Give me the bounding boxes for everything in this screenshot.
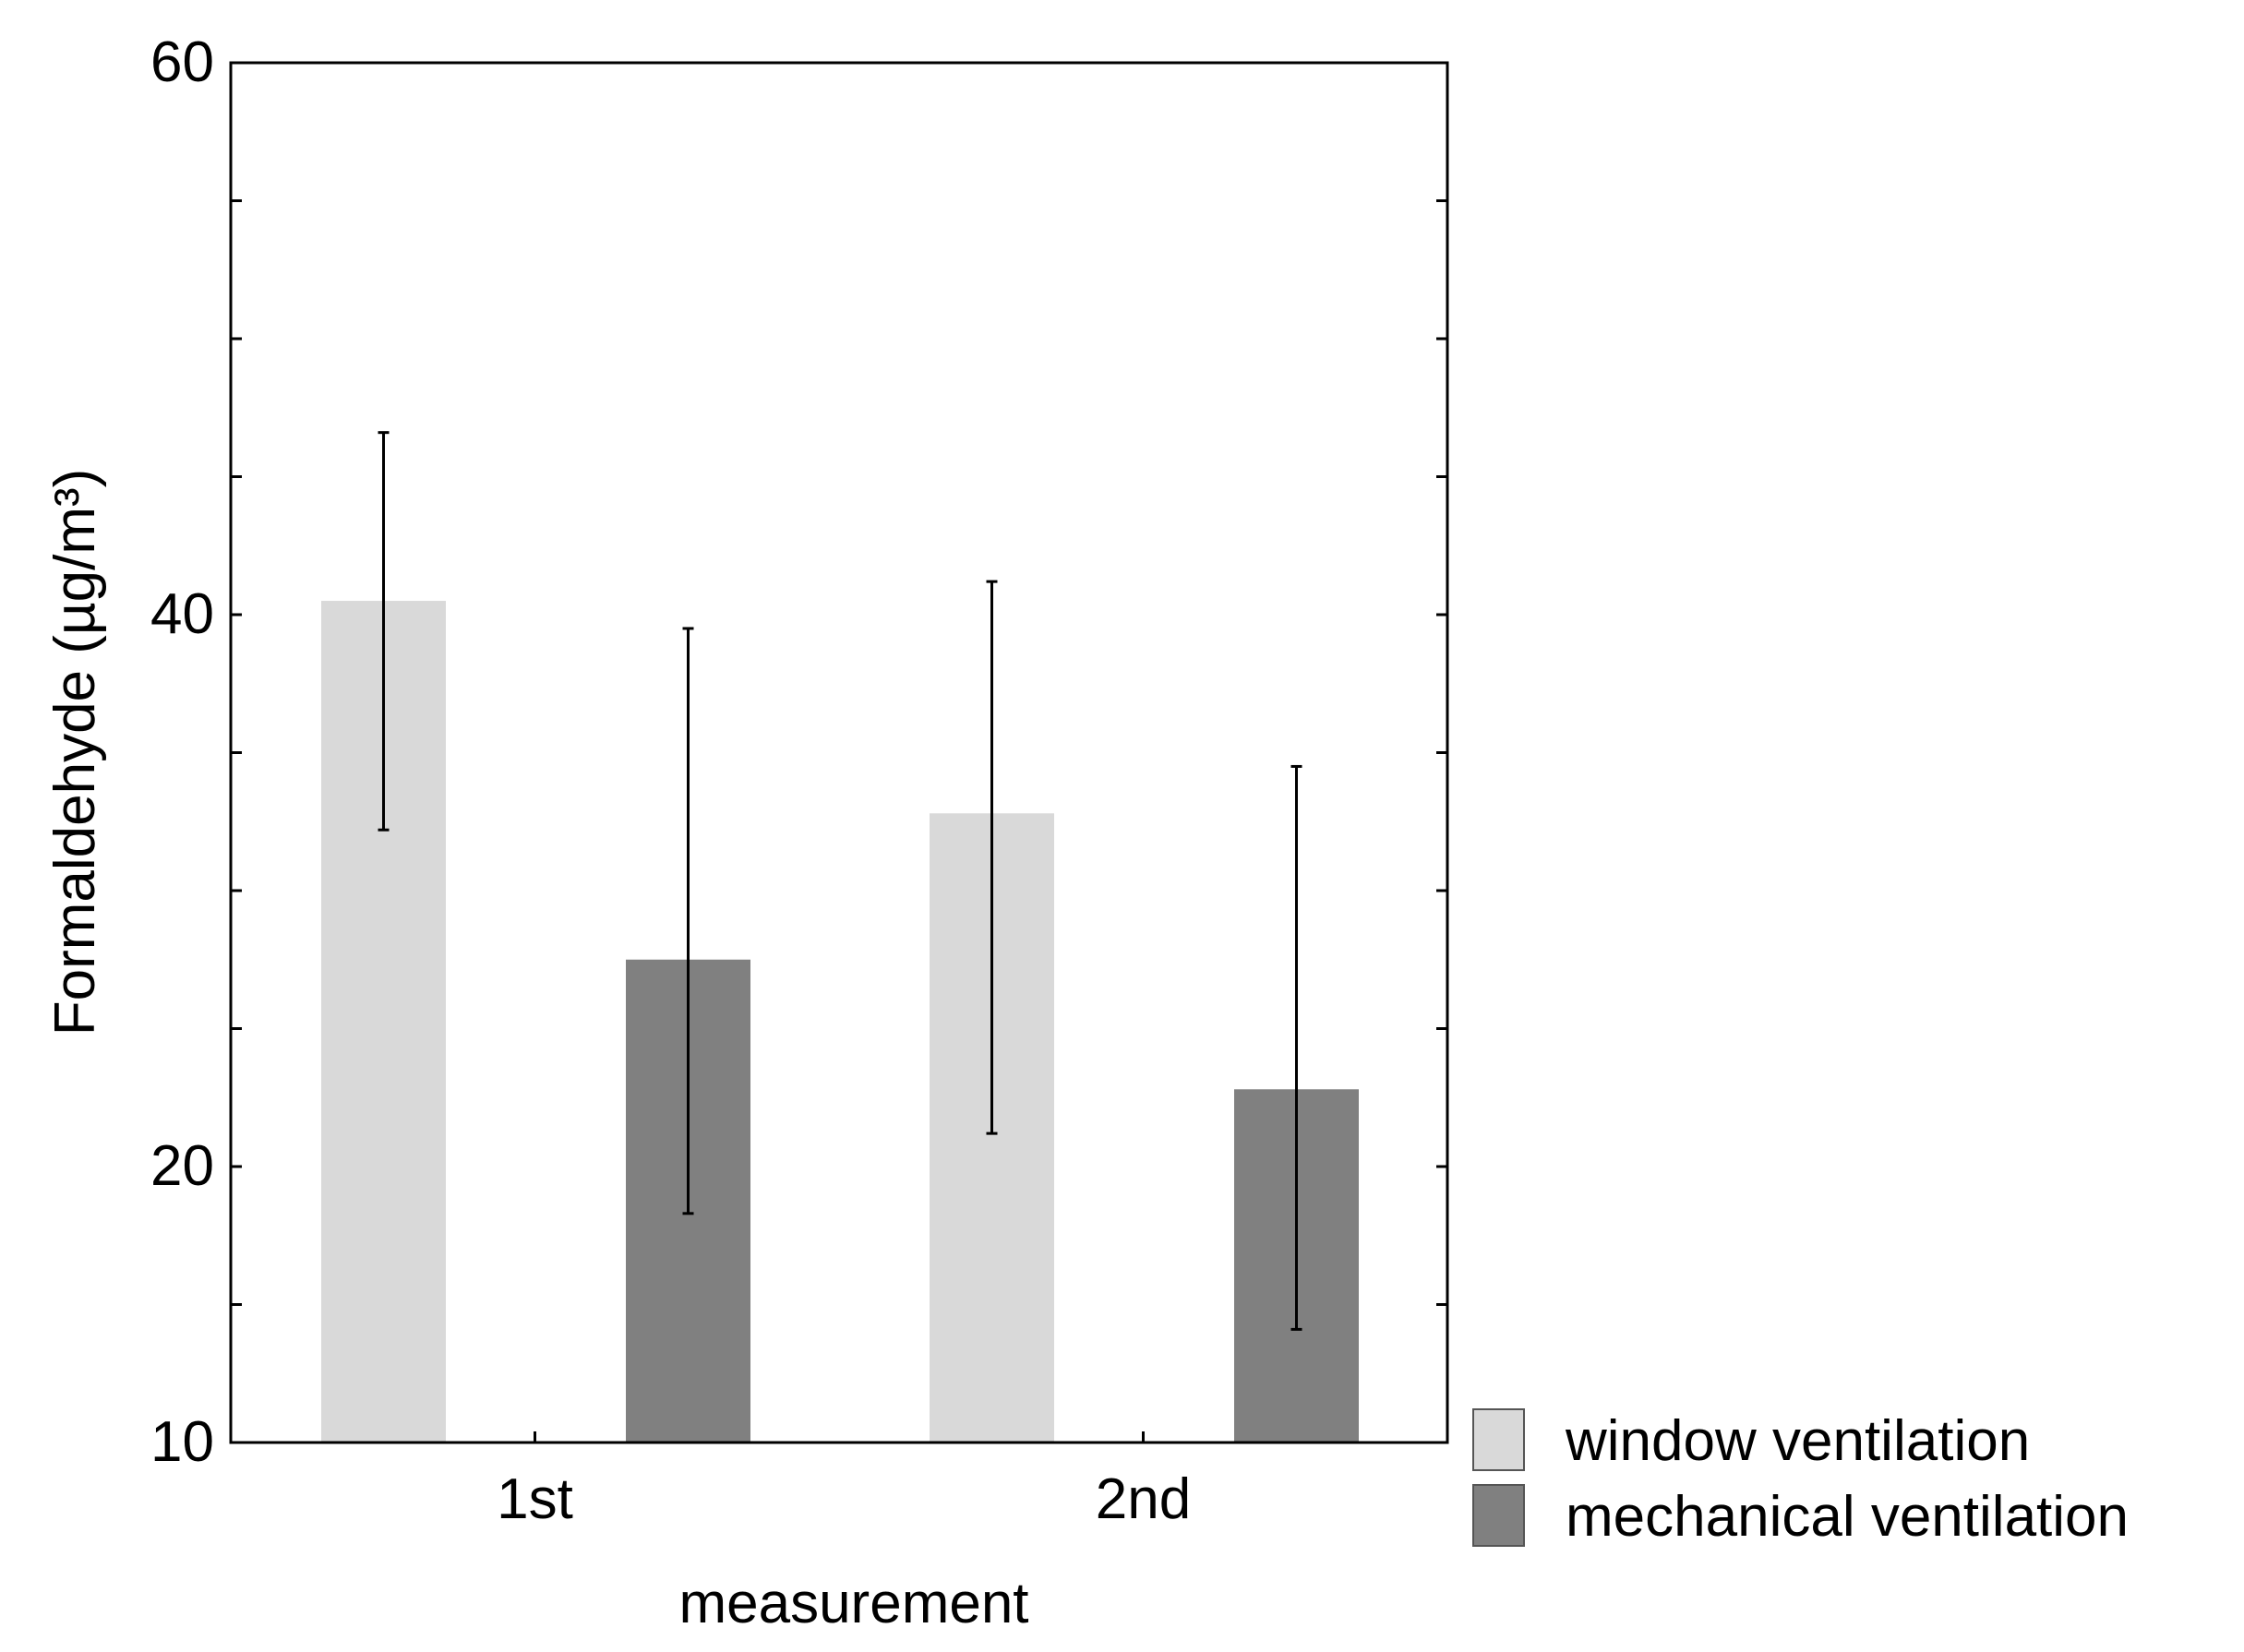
y-tick-label: 10 <box>150 1410 214 1474</box>
y-tick-label: 40 <box>150 582 214 646</box>
legend-label-mechanical: mechanical ventilation <box>1566 1485 2129 1549</box>
error-bar-1st-window <box>378 431 390 832</box>
ticks-layer <box>231 61 1447 1444</box>
bars-layer <box>321 601 1359 1443</box>
x-tick-label-1st: 1st <box>497 1467 573 1531</box>
y-tick-label: 20 <box>150 1134 214 1198</box>
error-bar-2nd-mechanical <box>1290 764 1302 1331</box>
x-axis-title: measurement <box>678 1572 1028 1635</box>
y-axis-title: Formaldehyde (µg/m³) <box>43 469 107 1036</box>
legend-swatch-mechanical <box>1472 1484 1525 1547</box>
error-bar-2nd-window <box>986 580 998 1135</box>
legend-swatch-window <box>1472 1408 1525 1471</box>
labels-layer: 10 20 40 60 1st 2nd <box>150 30 1191 1531</box>
legend: window ventilation mechanical ventilation <box>1472 1408 2129 1549</box>
error-bar-1st-mechanical <box>682 627 694 1215</box>
error-bars-layer <box>378 431 1302 1331</box>
y-tick-label: 60 <box>150 30 214 94</box>
legend-label-window: window ventilation <box>1565 1409 2030 1473</box>
x-tick-label-2nd: 2nd <box>1096 1467 1191 1531</box>
